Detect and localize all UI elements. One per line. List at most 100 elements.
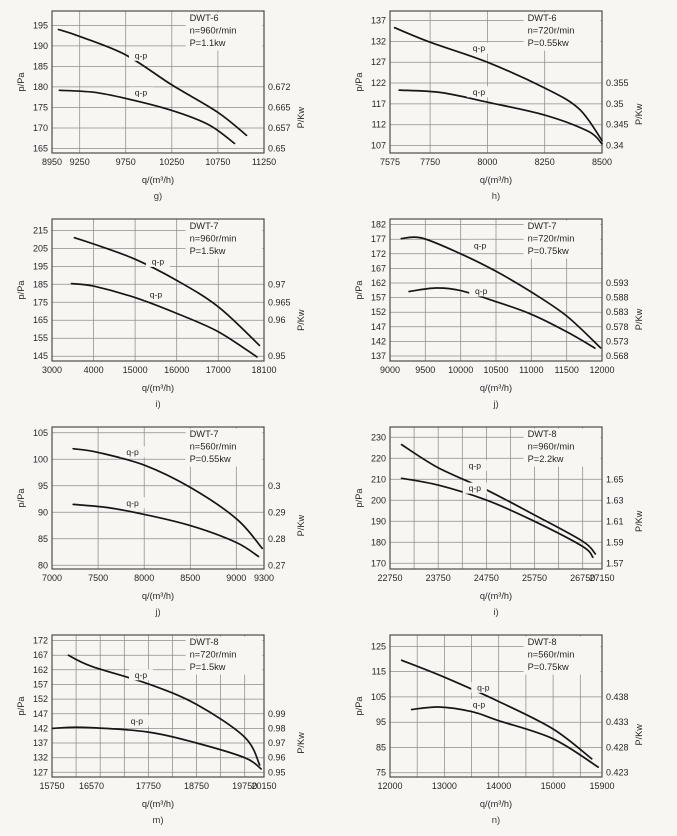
pressure-curve <box>57 28 248 137</box>
chart-panel-7-dwt-8: DWT-8 n=560r/min P=0.75kw q-p q-p 125 115 105 95… <box>338 625 677 833</box>
model-title: DWT-7 <box>190 221 219 231</box>
plot-border <box>389 634 603 778</box>
x-tick-label: 9300 <box>254 573 274 583</box>
y-axis-label-right: P/Kw <box>296 309 306 331</box>
pressure-curve <box>393 26 603 142</box>
y-tick-label-right: 0.423 <box>606 768 629 778</box>
x-tick-label: 7750 <box>420 157 440 167</box>
fan-curve-chart: DWT-6 n=960r/min P=1.1kw q-p q-p 195 190 185 180… <box>16 10 306 202</box>
y-tick-label-left: 215 <box>33 226 48 236</box>
x-tick-label: 8000 <box>134 573 154 583</box>
title-box <box>185 428 263 467</box>
model-title: DWT-8 <box>528 637 557 647</box>
x-tick-label: 10750 <box>205 157 230 167</box>
curve-label: q-p <box>469 483 482 493</box>
y-tick-label-left: 80 <box>38 560 48 570</box>
curve-label-box <box>467 86 491 98</box>
curve-label: q-p <box>131 716 144 726</box>
y-tick-label-left: 162 <box>33 665 48 675</box>
fan-curve-chart: DWT-7 n=560r/min P=0.55kw q-p q-p 105 100 95 90 8… <box>16 426 306 618</box>
fan-curve-chart: DWT-8 n=960r/min P=2.2kw q-p q-p 230 220 210 200… <box>354 426 644 618</box>
x-tick-label: 17000 <box>206 365 231 375</box>
y-tick-label-right: 0.568 <box>606 351 629 361</box>
y-tick-label-left: 210 <box>371 474 386 484</box>
curve-label: q-p <box>150 290 163 300</box>
y-tick-label-left: 200 <box>371 495 386 505</box>
x-tick-label: 3000 <box>42 365 62 375</box>
y-axis-label-left: p/Pa <box>354 696 364 716</box>
y-tick-label-right: 0.438 <box>606 692 629 702</box>
curve-label: q-p <box>135 670 148 680</box>
y-tick-label-right: 0.95 <box>268 351 286 361</box>
y-axis-label-left: p/Pa <box>354 72 364 92</box>
y-tick-label-left: 85 <box>376 742 386 752</box>
speed-title: n=720r/min <box>190 650 237 660</box>
y-tick-label-left: 137 <box>33 738 48 748</box>
y-axis-label-right: P/Kw <box>634 724 644 746</box>
chart-panel-6-dwt-8: DWT-8 n=720r/min P=1.5kw q-p q-p 172 167 162 157… <box>0 625 338 833</box>
x-axis-label: q/(m³/h) <box>480 175 512 185</box>
y-tick-label-left: 100 <box>33 454 48 464</box>
title-box <box>523 636 601 675</box>
panel-letter: i) <box>493 607 498 618</box>
x-tick-label: 12000 <box>589 365 614 375</box>
x-axis-label: q/(m³/h) <box>480 591 512 601</box>
y-tick-label-right: 0.35 <box>606 99 624 109</box>
y-tick-label-left: 145 <box>33 351 48 361</box>
curve-label-box <box>467 699 491 710</box>
y-tick-label-left: 85 <box>38 534 48 544</box>
y-tick-label-left: 190 <box>33 41 48 51</box>
curve-label-box <box>124 715 149 727</box>
x-axis-label: q/(m³/h) <box>480 383 512 393</box>
curve-label: q-p <box>473 87 486 97</box>
curve-label-box <box>462 459 487 471</box>
y-axis-label-left: p/Pa <box>16 696 26 716</box>
power-curve <box>410 706 600 768</box>
curve-label: q-p <box>126 447 139 457</box>
power-rating-title: P=2.2kw <box>528 454 564 464</box>
speed-title: n=960r/min <box>190 26 237 36</box>
x-tick-label: 18750 <box>184 781 209 791</box>
y-tick-label-right: 0.96 <box>268 753 286 763</box>
y-tick-label-right: 0.583 <box>606 307 629 317</box>
power-curve <box>51 726 262 770</box>
power-curve <box>58 89 236 145</box>
x-tick-label: 25750 <box>522 573 547 583</box>
curve-label: q-p <box>473 43 486 53</box>
y-tick-label-right: 1.61 <box>606 516 624 526</box>
title-box <box>185 220 263 259</box>
y-tick-label-left: 175 <box>33 102 48 112</box>
fan-curve-chart: DWT-7 n=720r/min P=0.75kw q-p q-p 182 177 172 16… <box>354 218 644 410</box>
y-tick-label-left: 220 <box>371 453 386 463</box>
x-tick-label: 8250 <box>535 157 555 167</box>
model-title: DWT-6 <box>528 13 557 23</box>
y-tick-label-left: 122 <box>371 78 386 88</box>
x-tick-label: 19750 <box>232 781 257 791</box>
y-tick-label-right: 1.65 <box>606 474 624 484</box>
y-tick-label-left: 117 <box>372 99 386 109</box>
speed-title: n=960r/min <box>528 442 575 452</box>
y-tick-label-left: 205 <box>33 243 48 253</box>
y-tick-label-left: 170 <box>371 558 386 568</box>
model-title: DWT-7 <box>528 221 557 231</box>
y-tick-label-left: 172 <box>371 249 386 259</box>
y-tick-label-left: 137 <box>371 16 386 26</box>
x-tick-label: 15900 <box>589 781 614 791</box>
y-tick-label-right: 0.95 <box>268 767 286 777</box>
y-axis-label-left: p/Pa <box>16 72 26 92</box>
y-tick-label-left: 165 <box>33 144 48 154</box>
y-tick-label-left: 152 <box>371 307 386 317</box>
title-box <box>185 636 263 675</box>
y-tick-label-left: 95 <box>38 481 48 491</box>
y-tick-label-left: 180 <box>33 82 48 92</box>
model-title: DWT-7 <box>190 429 219 439</box>
y-tick-label-left: 125 <box>371 641 386 651</box>
y-tick-label-left: 142 <box>371 336 386 346</box>
curve-label-box <box>462 482 487 494</box>
power-curve <box>408 287 596 349</box>
x-tick-label: 18100 <box>251 365 276 375</box>
model-title: DWT-8 <box>190 637 219 647</box>
x-tick-label: 11250 <box>252 157 276 167</box>
power-rating-title: P=1.5kw <box>190 246 226 256</box>
y-tick-label-right: 1.63 <box>606 495 624 505</box>
